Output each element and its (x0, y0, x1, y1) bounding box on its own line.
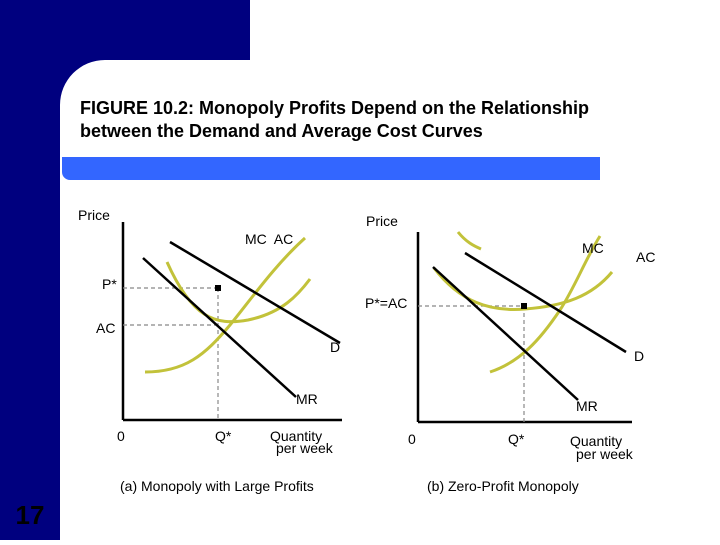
figure-title-line-1: FIGURE 10.2: Monopoly Profits Depend on … (80, 98, 590, 118)
panel-b-demand-curve (464, 251, 627, 354)
blue-title-bar (62, 157, 600, 180)
panel-b-price-label: Price (366, 213, 398, 229)
panel-a-mr-curve (142, 257, 297, 398)
panel-a-mc-curve (144, 236, 307, 374)
panel-a-origin-label: 0 (117, 428, 125, 444)
figure-title-line-2: between the Demand and Average Cost Curv… (80, 121, 483, 141)
panel-b-monopoly-point (521, 303, 527, 309)
blue-bar-corner (62, 157, 70, 180)
panel-a-qstar-label: Q* (215, 428, 232, 444)
figure-title: FIGURE 10.2: Monopoly Profits Depend on … (80, 97, 680, 143)
panel-b-demand-label: D (634, 348, 644, 364)
panel-b-caption: (b) Zero-Profit Monopoly (427, 478, 579, 494)
panel-b-ac-curve-top (456, 231, 482, 251)
panel-b-qstar-label: Q* (508, 431, 525, 447)
left-navy-bar (0, 0, 60, 540)
panel-b-mc-curve (489, 235, 602, 374)
panel-b-per-week-label: per week (576, 446, 634, 462)
panel-b-mc-label: MC (582, 240, 604, 256)
navy-corner (60, 60, 105, 105)
panel-b-mr-curve (432, 266, 579, 401)
panel-b-ac-label: AC (636, 249, 655, 265)
panel-a-caption: (a) Monopoly with Large Profits (120, 478, 314, 494)
panel-b: Price MC AC P*=AC D MR 0 Q* Quantity per… (365, 213, 655, 494)
panel-a-demand-curve (169, 240, 341, 345)
panel-a-pstar-label: P* (102, 276, 117, 292)
panel-a-price-label: Price (78, 207, 110, 223)
panel-b-quantity-label: Quantity (570, 433, 622, 449)
panel-a-mr-label: MR (296, 391, 318, 407)
panel-a-ac-label: AC (96, 320, 115, 336)
panel-a-mc-ac-label: MC AC (245, 231, 293, 247)
panel-b-mr-label: MR (576, 398, 598, 414)
panel-b-pstar-ac-label: P*=AC (365, 295, 407, 311)
panel-a-demand-label: D (330, 339, 340, 355)
top-navy-block (0, 0, 250, 60)
slide-number: 17 (15, 500, 45, 530)
panel-a: Price MC AC P* AC D MR 0 Q* Quantity per… (78, 207, 342, 494)
panel-a-quantity-label: Quantity (270, 428, 322, 444)
panel-a-per-week-label: per week (276, 440, 334, 456)
panel-a-monopoly-point (215, 285, 221, 291)
panel-b-origin-label: 0 (408, 431, 416, 447)
